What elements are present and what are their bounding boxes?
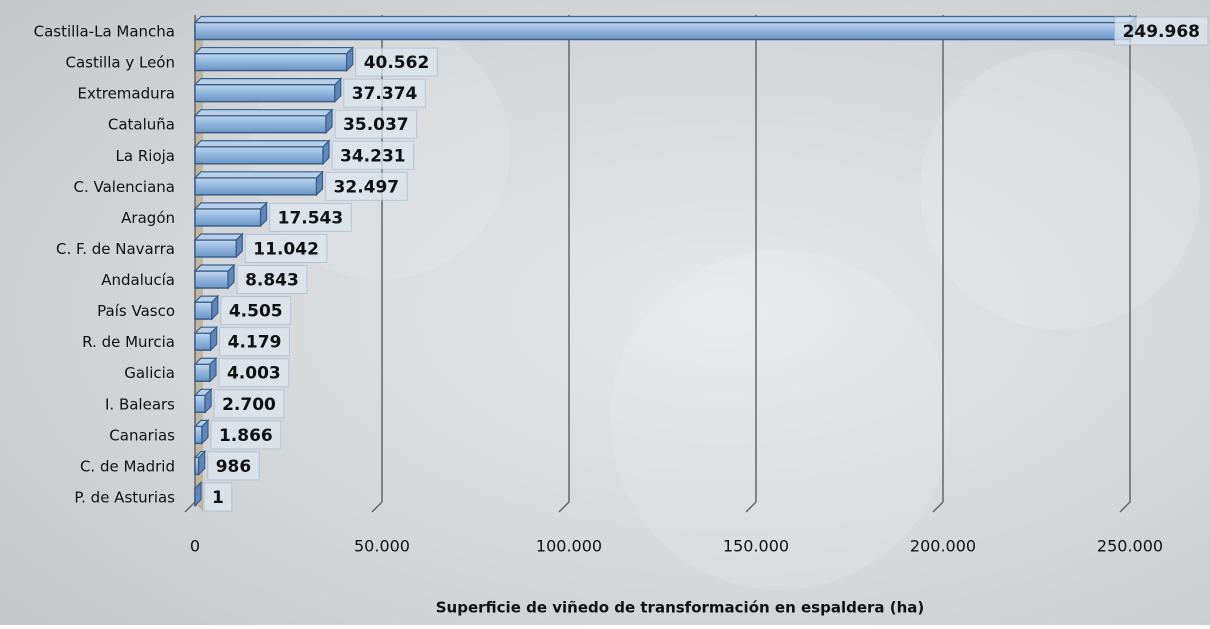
y-tick-label: Aragón [121,209,175,227]
bar-top [195,172,323,178]
page: {"chart_data": {"type": "bar", "orientat… [0,0,1210,625]
y-tick-label: C. de Madrid [80,457,175,475]
value-label: 986 [216,457,252,477]
value-label: 37.374 [352,84,418,104]
value-label: 17.543 [278,208,344,228]
bar-top [195,234,242,240]
y-tick-label: I. Balears [105,395,175,413]
x-tick-label: 100.000 [536,537,602,556]
bar [195,271,228,288]
value-label: 35.037 [343,115,409,135]
bar-top [195,203,267,209]
bar [195,302,212,319]
bar [195,178,317,195]
bar [195,426,202,443]
bar-top [195,48,353,54]
bar [195,364,210,381]
y-tick-label: C. F. de Navarra [56,240,175,258]
bar-top [195,17,1136,23]
bar-top [195,141,329,147]
value-label: 32.497 [334,177,400,197]
x-tick-label: 250.000 [1097,537,1163,556]
bar [195,116,326,133]
y-tick-label: Extremadura [78,85,176,103]
axis-title: Superficie de viñedo de transformación e… [436,599,925,617]
y-tick-label: Galicia [124,364,175,382]
bar [195,23,1130,40]
bar [195,85,335,102]
value-label: 249.968 [1123,22,1200,42]
y-tick-label: P. de Asturias [74,489,175,507]
y-tick-label: C. Valenciana [73,178,175,196]
y-tick-label: Andalucía [101,271,175,289]
y-tick-label: País Vasco [97,302,175,320]
value-label: 11.042 [253,239,319,259]
value-label: 4.505 [229,302,283,322]
x-tick-label: 0 [190,537,200,556]
x-tick-label: 200.000 [910,537,976,556]
value-label: 4.179 [228,333,282,353]
y-tick-label: Canarias [109,426,175,444]
bar [195,333,211,350]
y-tick-label: Cataluña [108,116,175,134]
value-label: 8.843 [245,271,299,291]
bar-top [195,265,234,271]
bar [195,209,261,226]
background-shape [920,50,1200,330]
value-label: 34.231 [340,146,406,166]
value-label: 1.866 [219,426,273,446]
value-label: 2.700 [222,395,276,415]
x-tick-label: 150.000 [723,537,789,556]
bar [195,54,347,71]
y-tick-label: Castilla y León [66,54,175,72]
bar [195,395,205,412]
value-label: 1 [212,488,224,508]
value-label: 40.562 [364,53,430,73]
chart: Superficie de viñedo de transformación e… [0,0,1210,625]
value-label: 4.003 [227,364,281,384]
y-tick-label: Castilla-La Mancha [34,23,175,41]
bar-top [195,79,341,85]
y-tick-label: La Rioja [116,147,175,165]
bar [195,240,236,257]
x-tick-label: 50.000 [354,537,410,556]
y-tick-label: R. de Murcia [82,333,175,351]
bar-top [195,110,332,116]
bar [195,147,323,164]
